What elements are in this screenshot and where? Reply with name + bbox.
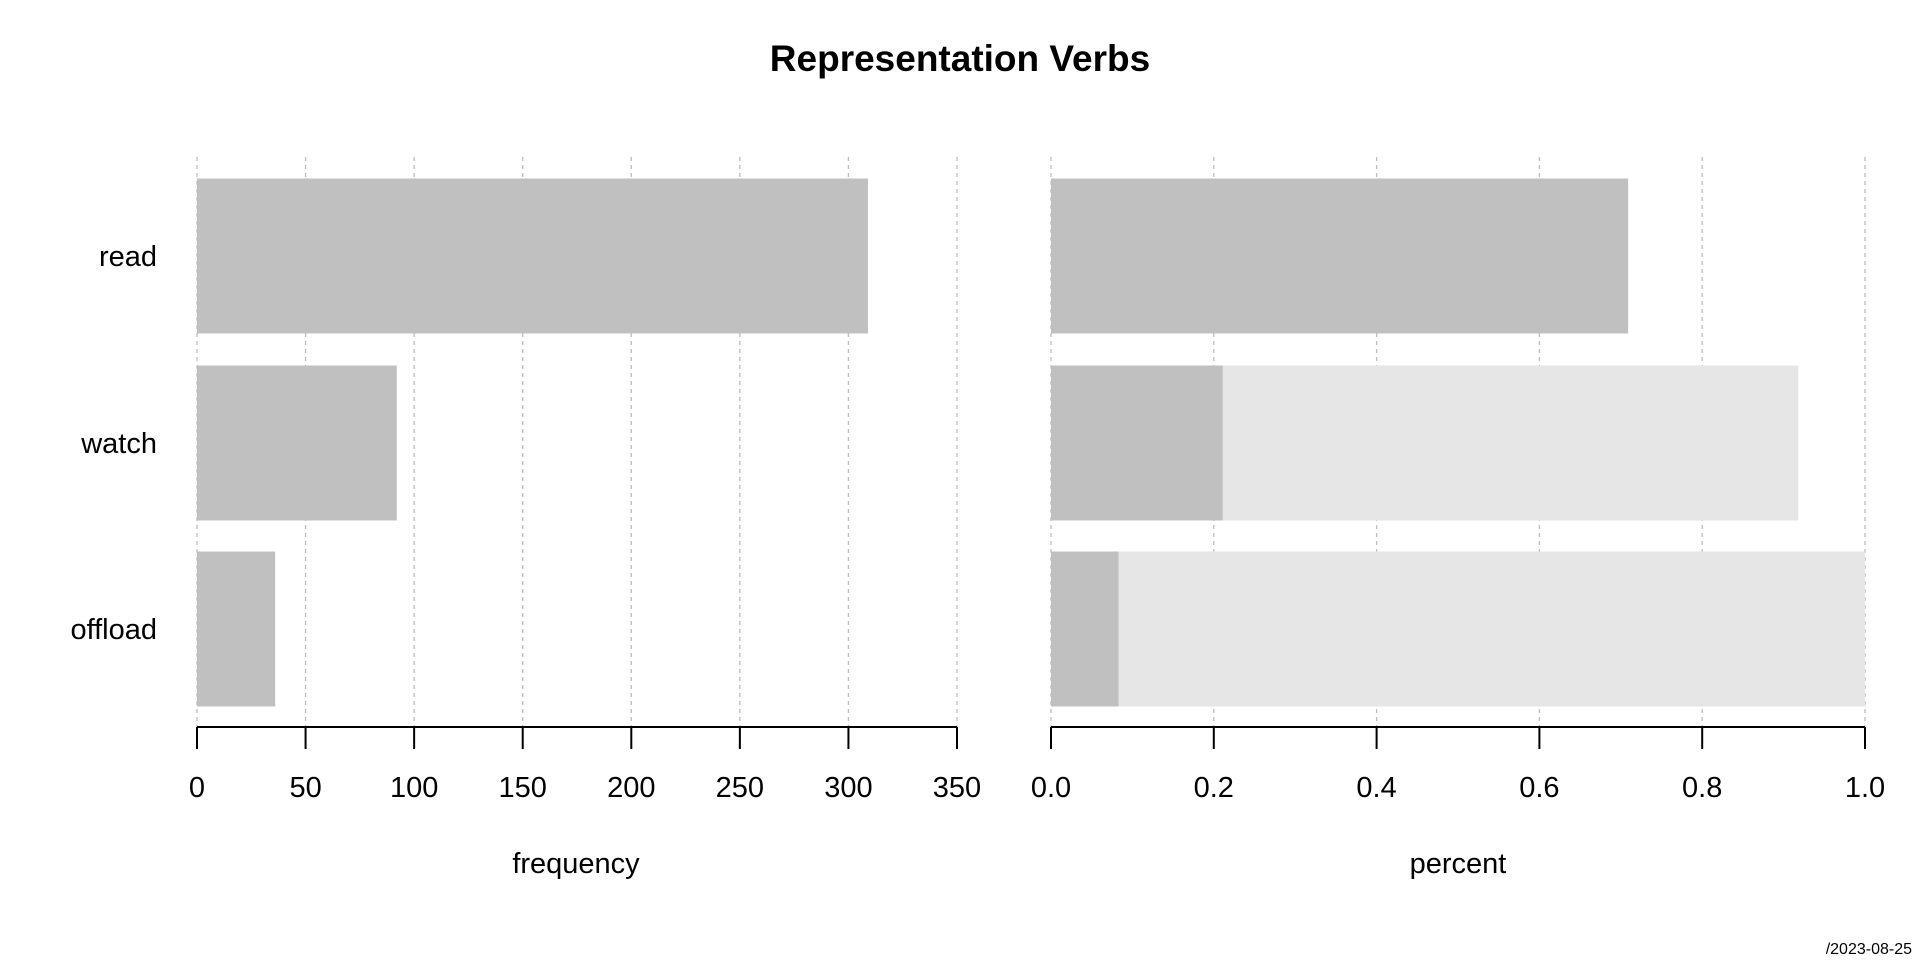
category-label-read: read bbox=[99, 241, 157, 273]
x-tick-label-3: 0.6 bbox=[1519, 772, 1559, 804]
bar-read bbox=[1051, 178, 1629, 334]
percent-panel: 0.0 0.2 0.4 0.6 0.8 1.0 percent bbox=[1031, 157, 1885, 880]
x-tick-label-5: 250 bbox=[716, 772, 764, 804]
x-tick-label-0: 0 bbox=[189, 772, 205, 804]
bar-read bbox=[197, 178, 868, 334]
x-axis-label: percent bbox=[1410, 848, 1507, 880]
bar-cumulative-offload bbox=[1051, 551, 1865, 707]
x-tick-label-4: 0.8 bbox=[1682, 772, 1722, 804]
footer-date: /2023-08-25 bbox=[1826, 941, 1912, 958]
x-tick-label-6: 300 bbox=[824, 772, 872, 804]
x-tick-label-2: 0.4 bbox=[1356, 772, 1396, 804]
x-tick-label-1: 50 bbox=[289, 772, 321, 804]
x-tick-label-2: 100 bbox=[390, 772, 438, 804]
x-tick-label-7: 350 bbox=[933, 772, 981, 804]
category-label-offload: offload bbox=[70, 614, 157, 646]
x-tick-label-0: 0.0 bbox=[1031, 772, 1071, 804]
bar-offload bbox=[1051, 551, 1119, 707]
category-label-watch: watch bbox=[80, 428, 157, 460]
bar-offload bbox=[197, 551, 276, 707]
x-tick-label-4: 200 bbox=[607, 772, 655, 804]
x-tick-label-1: 0.2 bbox=[1194, 772, 1234, 804]
bar-watch bbox=[1051, 365, 1223, 521]
x-tick-label-5: 1.0 bbox=[1845, 772, 1885, 804]
x-axis-label: frequency bbox=[512, 848, 640, 880]
chart-title: Representation Verbs bbox=[770, 38, 1150, 79]
frequency-panel: read watch offload 0 50 100 150 200 250 300 350 fre… bbox=[70, 157, 981, 880]
x-tick-label-3: 150 bbox=[499, 772, 547, 804]
bar-watch bbox=[197, 365, 397, 521]
